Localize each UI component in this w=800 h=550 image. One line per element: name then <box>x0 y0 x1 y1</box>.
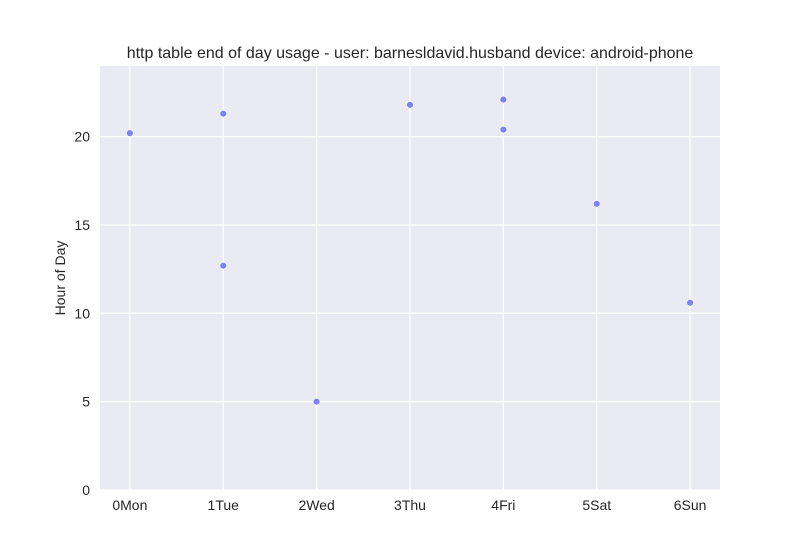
data-point <box>686 299 694 307</box>
x-tick-label: 0Mon <box>112 497 147 513</box>
y-tick-label: 0 <box>82 482 90 498</box>
y-tick-label: 20 <box>74 129 90 145</box>
data-point <box>219 109 227 118</box>
x-tick-label: 1Tue <box>208 497 240 513</box>
data-point <box>499 95 508 104</box>
x-tick-label: 3Thu <box>394 497 426 513</box>
y-axis-label: Hour of Day <box>52 241 68 316</box>
data-point <box>499 125 508 134</box>
data-point <box>593 200 601 208</box>
y-tick-label: 15 <box>74 217 90 233</box>
data-points <box>126 95 694 406</box>
x-tick-label: 2Wed <box>298 497 334 513</box>
x-tick-label: 6Sun <box>674 497 707 513</box>
x-tick-label: 5Sat <box>582 497 611 513</box>
chart-title: http table end of day usage - user: barn… <box>127 45 694 62</box>
x-axis-ticks: 0Mon 1Tue 2Wed 3Thu 4Fri 5Sat 6Sun <box>112 497 706 513</box>
x-tick-label: 4Fri <box>491 497 515 513</box>
data-point <box>406 101 414 109</box>
y-tick-label: 5 <box>82 394 90 410</box>
y-axis-ticks: 0 5 10 15 20 <box>74 129 90 498</box>
y-tick-label: 10 <box>74 305 90 321</box>
data-point <box>219 261 227 270</box>
data-point <box>126 129 134 137</box>
data-point <box>312 397 321 406</box>
grid-lines <box>100 66 720 491</box>
